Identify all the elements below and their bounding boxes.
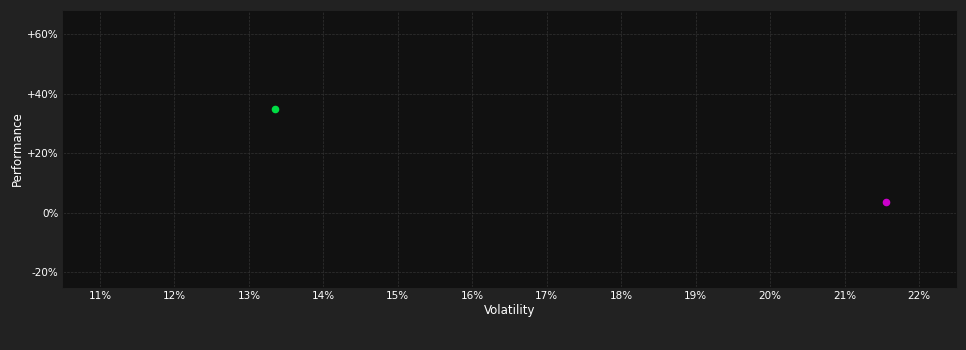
Point (878, 199, 894, 205)
Point (268, 106, 283, 111)
Y-axis label: Performance: Performance (12, 111, 24, 186)
X-axis label: Volatility: Volatility (484, 304, 535, 317)
